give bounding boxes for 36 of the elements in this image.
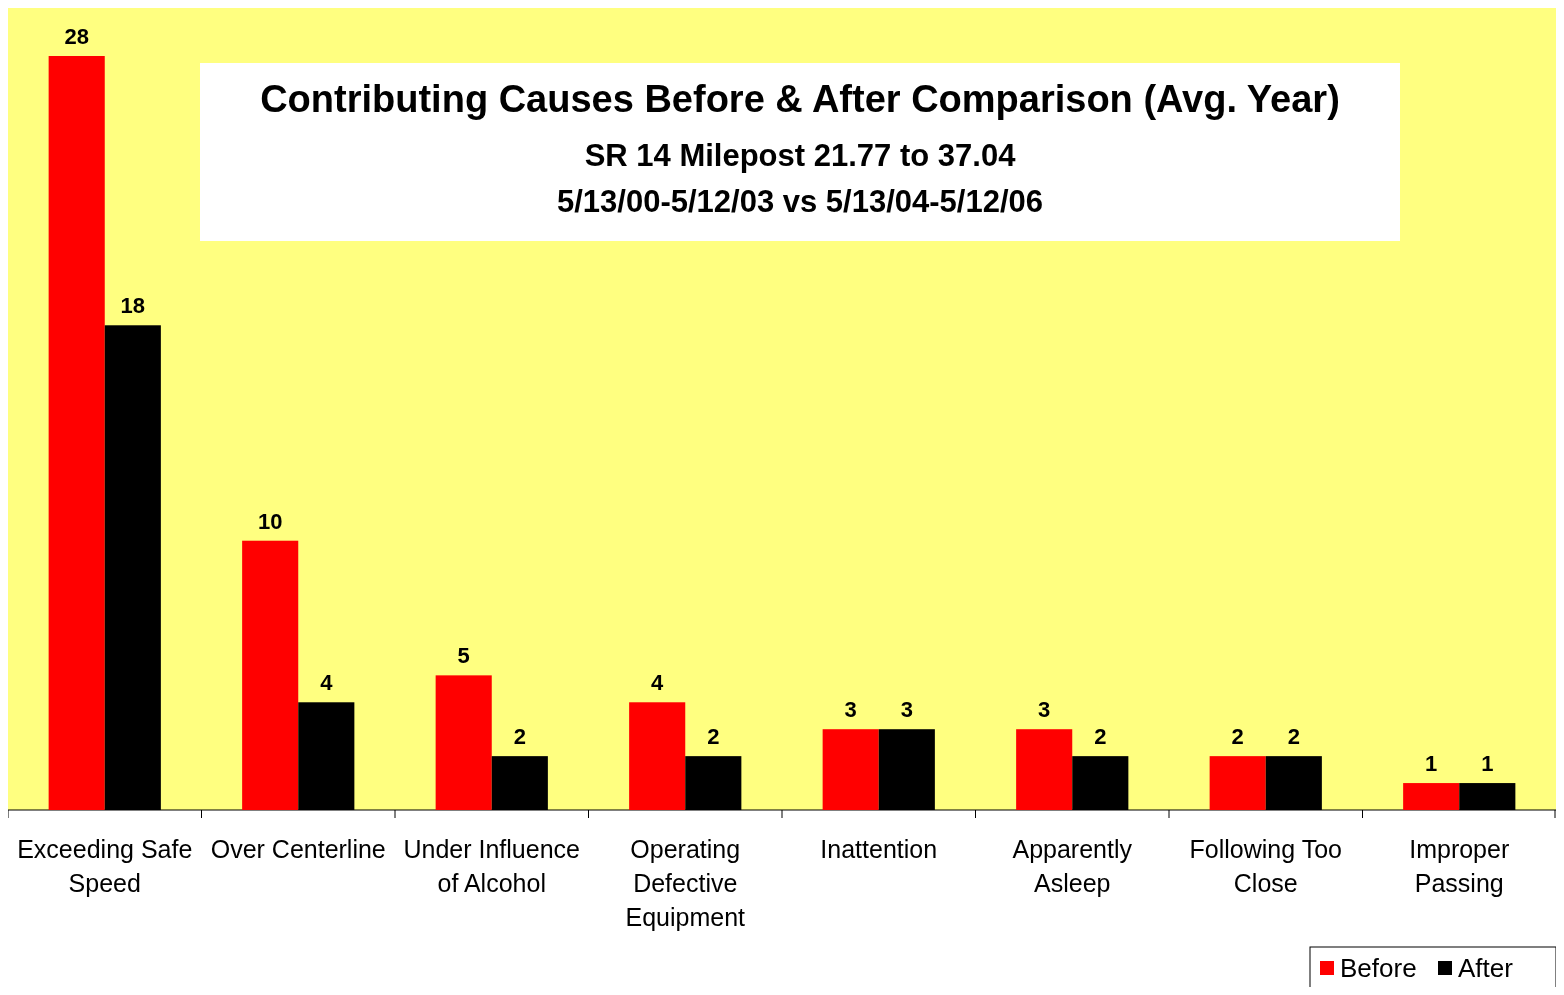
x-tick-label: Under Influence of Alcohol: [403, 835, 581, 897]
legend-label: Before: [1340, 953, 1417, 983]
data-label: 5: [457, 643, 470, 669]
bar: [48, 56, 105, 810]
data-label: 2: [1094, 724, 1107, 750]
x-tick-label: Exceeding Safe Speed: [17, 835, 193, 897]
x-tick-label: Following Too Close: [1189, 835, 1342, 897]
legend-label: After: [1458, 953, 1514, 983]
bar: [1403, 783, 1460, 810]
data-label: 1: [1481, 751, 1494, 777]
data-label: 2: [707, 724, 720, 750]
data-label: 10: [257, 508, 283, 534]
x-tick-label: Operating Defective Equipment: [625, 835, 746, 931]
data-label: 3: [900, 697, 913, 723]
bar: [435, 675, 492, 810]
bar: [629, 702, 686, 810]
data-label: 3: [844, 697, 857, 723]
x-tick-label: Apparently Asleep: [1012, 835, 1133, 897]
data-label: 1: [1425, 751, 1438, 777]
text: SR 14 Milepost 21.77 to 37.04 5/13/00-5/12/03 vs 5/13/04-5/12/06: [556, 138, 1044, 219]
data-label: 2: [1231, 724, 1244, 750]
x-tick-label: Over Centerline: [210, 835, 386, 863]
bar: [242, 540, 299, 810]
data-label: 3: [1038, 697, 1051, 723]
data-label: 2: [513, 724, 526, 750]
data-label: 28: [64, 24, 89, 49]
bar: [1016, 729, 1073, 810]
bar: [822, 729, 879, 810]
data-label: 4: [320, 670, 334, 696]
data-label: 2: [1287, 724, 1300, 750]
data-label: 18: [120, 293, 146, 319]
data-label: 4: [651, 670, 665, 696]
x-tick-label: Improper Passing: [1409, 835, 1510, 897]
x-tick-label: Inattention: [820, 835, 938, 863]
text: Contributing Causes Before & After Comparison (Avg. Year): [260, 78, 1340, 120]
bar: [1209, 756, 1266, 810]
